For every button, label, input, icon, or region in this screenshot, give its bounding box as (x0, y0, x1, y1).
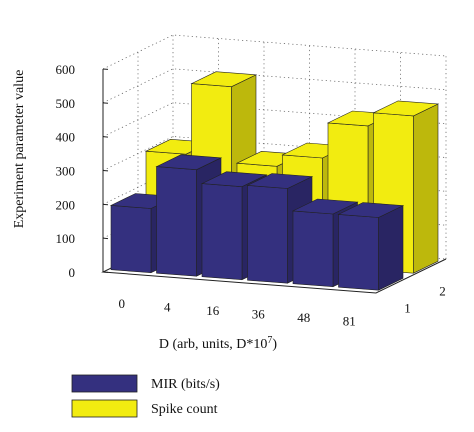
gridline-y (102, 34, 447, 70)
labels-layer: 0 100 200 300 400 500 600 0 4 16 36 48 81 1 2 (56, 62, 446, 328)
x-axis-title-main: D (arb, units, D*10 (159, 337, 268, 352)
depth-tick-label: 2 (439, 284, 446, 299)
bar-top (372, 100, 440, 117)
bar-top (246, 173, 314, 189)
x-axis-title: D (arb, units, D*107) (159, 335, 278, 353)
x-tick-label: 4 (164, 299, 171, 314)
bar-front (338, 214, 379, 291)
depth-tick-label: 1 (404, 301, 411, 316)
bar-front (156, 166, 197, 277)
bar-front (201, 183, 243, 281)
bar-top (291, 198, 359, 215)
y-tick-label: 0 (69, 265, 76, 280)
x-tick-label: 0 (119, 296, 126, 311)
bar-top (337, 202, 405, 218)
gridline-y (102, 68, 447, 104)
bar-front (110, 205, 152, 274)
legend-label-spike: Spike count (151, 402, 218, 417)
bars-layer (109, 71, 440, 291)
bar-side (378, 205, 404, 291)
y-tick-label: 200 (56, 197, 76, 212)
bar-front (247, 185, 288, 284)
y-tick-label: 300 (56, 164, 76, 179)
gridline-y (102, 169, 447, 205)
legend-swatch-mir (71, 374, 138, 393)
x-tick-label: 16 (206, 303, 220, 318)
bar-side (413, 103, 439, 274)
x-axis-title-superscript: 7 (267, 335, 272, 346)
y-tick-label: 400 (56, 130, 76, 145)
y-tick-label: 100 (56, 231, 76, 246)
y-axis-title: Experiment parameter value (12, 70, 27, 229)
legend-label-mir: MIR (bits/s) (151, 377, 220, 392)
x-tick-label: 81 (343, 313, 356, 328)
legend: MIR (bits/s) Spike count (71, 374, 220, 418)
y-tick-label: 500 (56, 96, 76, 111)
bar-top (200, 171, 268, 188)
gridline-y (102, 102, 447, 138)
x-tick-label: 48 (297, 310, 310, 325)
gridline-y (102, 136, 447, 171)
x-tick-label: 36 (252, 306, 266, 321)
bar-front (292, 210, 334, 288)
y-tick-label: 600 (56, 62, 76, 77)
bar (337, 202, 405, 291)
legend-swatch-spike (71, 399, 138, 418)
x-axis-title-close: ) (272, 337, 277, 352)
bar-top (155, 154, 223, 171)
bar-top (190, 71, 258, 88)
